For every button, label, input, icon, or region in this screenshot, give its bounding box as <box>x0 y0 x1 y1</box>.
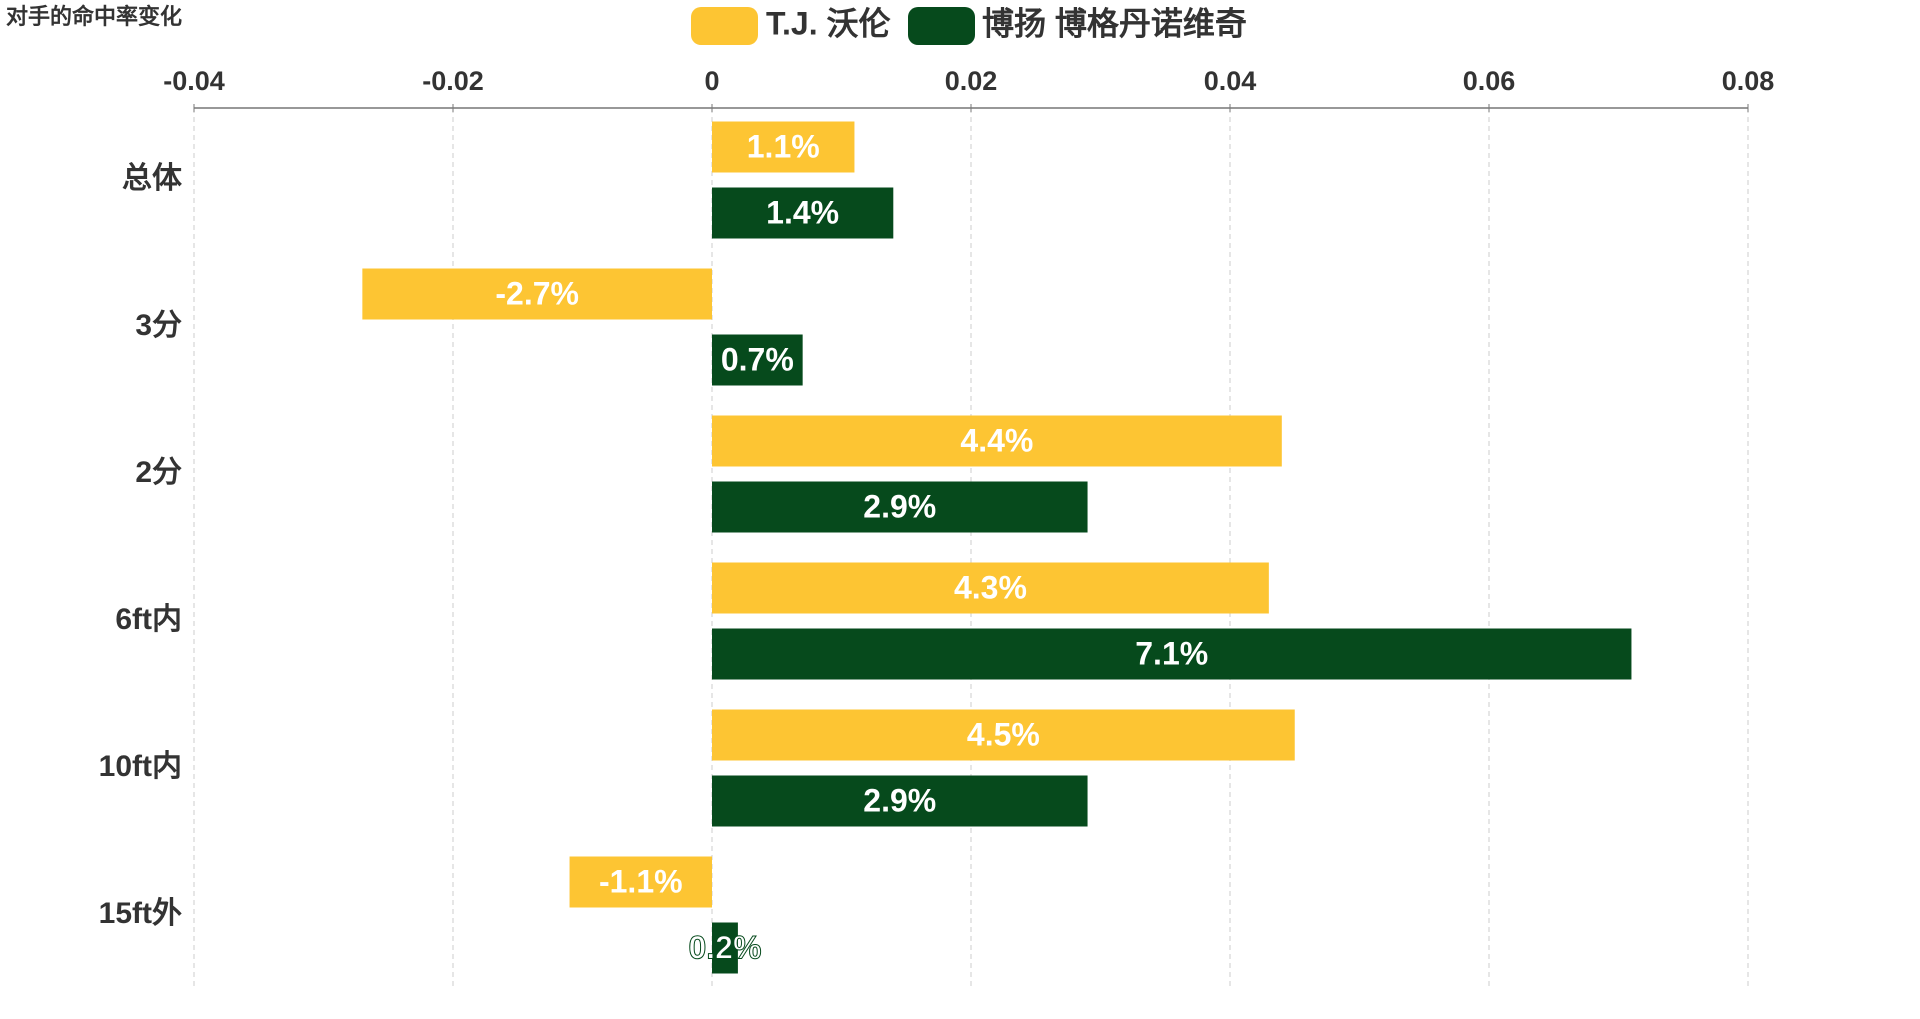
bar <box>712 628 1632 680</box>
legend-label: 博扬 博格丹诺维奇 <box>982 5 1247 41</box>
value-label: 0.7% <box>721 341 794 377</box>
x-tick-label: 0 <box>704 66 719 96</box>
x-tick-label: 0.02 <box>945 66 998 96</box>
bar <box>712 562 1269 614</box>
bar <box>712 922 738 974</box>
bar <box>712 187 894 239</box>
y-tick-label: 2分 <box>135 456 182 489</box>
y-tick-label: 总体 <box>122 162 183 195</box>
bar <box>712 415 1282 467</box>
bar <box>712 709 1295 761</box>
bar <box>712 775 1088 827</box>
y-tick-label: 15ft外 <box>99 897 182 930</box>
value-label: 0.2% <box>688 929 761 965</box>
value-label: 2.9% <box>863 782 936 818</box>
legend-swatch <box>908 7 975 45</box>
bar <box>362 268 712 320</box>
legend-swatch <box>691 7 758 45</box>
x-tick-label: 0.04 <box>1204 66 1257 96</box>
bar <box>712 481 1088 533</box>
x-tick-label: -0.04 <box>163 66 225 96</box>
value-label: 2.9% <box>863 488 936 524</box>
x-tick-label: 0.08 <box>1722 66 1775 96</box>
value-label: 7.1% <box>1135 635 1208 671</box>
bar <box>712 334 803 386</box>
x-tick-label: -0.02 <box>422 66 484 96</box>
y-tick-label: 3分 <box>135 309 182 342</box>
bar <box>712 121 855 173</box>
value-label: 1.4% <box>766 194 839 230</box>
value-label: -1.1% <box>599 863 683 899</box>
value-label: 4.3% <box>954 569 1027 605</box>
value-label: -2.7% <box>495 275 579 311</box>
chart-title: 对手的命中率变化 <box>6 4 182 29</box>
x-tick-label: 0.06 <box>1463 66 1516 96</box>
bar <box>569 856 712 908</box>
y-tick-label: 10ft内 <box>99 750 182 783</box>
value-label: 1.1% <box>747 128 820 164</box>
y-tick-label: 6ft内 <box>115 603 182 636</box>
value-label: 4.4% <box>960 422 1033 458</box>
value-label: 4.5% <box>967 716 1040 752</box>
legend-label: T.J. 沃伦 <box>766 5 891 41</box>
